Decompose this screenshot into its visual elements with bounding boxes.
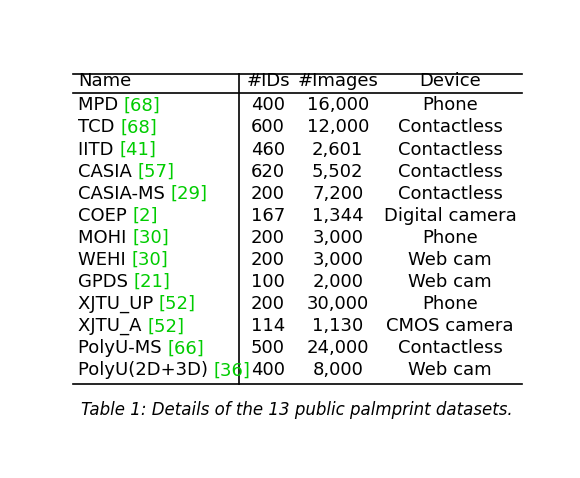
Text: 400: 400 [251,97,285,114]
Text: 200: 200 [251,229,285,247]
Text: 200: 200 [251,295,285,313]
Text: WEHI: WEHI [78,251,132,269]
Text: 5,502: 5,502 [312,163,364,181]
Text: 400: 400 [251,361,285,380]
Text: 200: 200 [251,251,285,269]
Text: 100: 100 [251,273,285,291]
Text: XJTU_A: XJTU_A [78,317,147,335]
Text: 3,000: 3,000 [312,251,363,269]
Text: MOHI: MOHI [78,229,132,247]
Text: Device: Device [419,73,481,90]
Text: 114: 114 [251,317,285,335]
Text: CASIA-MS: CASIA-MS [78,185,171,203]
Text: 200: 200 [251,185,285,203]
Text: 167: 167 [251,207,285,225]
Text: Name: Name [78,73,131,90]
Text: #Images: #Images [298,73,378,90]
Text: IITD: IITD [78,141,119,159]
Text: 7,200: 7,200 [312,185,363,203]
Text: [68]: [68] [120,119,157,137]
Text: [36]: [36] [213,361,251,380]
Text: 30,000: 30,000 [307,295,369,313]
Text: 24,000: 24,000 [306,339,369,358]
Text: Digital camera: Digital camera [384,207,516,225]
Text: 8,000: 8,000 [312,361,363,380]
Text: PolyU-MS: PolyU-MS [78,339,167,358]
Text: COEP: COEP [78,207,132,225]
Text: 2,601: 2,601 [312,141,363,159]
Text: #IDs: #IDs [246,73,290,90]
Text: [30]: [30] [132,229,169,247]
Text: 500: 500 [251,339,285,358]
Text: 3,000: 3,000 [312,229,363,247]
Text: Web cam: Web cam [408,361,492,380]
Text: Contactless: Contactless [398,141,502,159]
Text: Web cam: Web cam [408,251,492,269]
Text: [29]: [29] [171,185,208,203]
Text: PolyU(2D+3D): PolyU(2D+3D) [78,361,213,380]
Text: 1,344: 1,344 [312,207,364,225]
Text: XJTU_UP: XJTU_UP [78,295,159,313]
Text: Phone: Phone [422,229,478,247]
Text: CMOS camera: CMOS camera [386,317,514,335]
Text: [68]: [68] [124,97,161,114]
Text: [66]: [66] [167,339,204,358]
Text: [52]: [52] [159,295,196,313]
Text: Web cam: Web cam [408,273,492,291]
Text: Contactless: Contactless [398,163,502,181]
Text: CASIA: CASIA [78,163,137,181]
Text: GPDS: GPDS [78,273,133,291]
Text: [30]: [30] [132,251,168,269]
Text: MPD: MPD [78,97,124,114]
Text: 600: 600 [251,119,285,137]
Text: [52]: [52] [147,317,184,335]
Text: 2,000: 2,000 [312,273,363,291]
Text: [41]: [41] [119,141,156,159]
Text: Phone: Phone [422,97,478,114]
Text: [21]: [21] [133,273,171,291]
Text: Contactless: Contactless [398,185,502,203]
Text: 16,000: 16,000 [307,97,369,114]
Text: Table 1: Details of the 13 public palmprint datasets.: Table 1: Details of the 13 public palmpr… [81,401,513,419]
Text: 12,000: 12,000 [306,119,369,137]
Text: 460: 460 [251,141,285,159]
Text: 1,130: 1,130 [312,317,363,335]
Text: [2]: [2] [132,207,158,225]
Text: [57]: [57] [137,163,175,181]
Text: Contactless: Contactless [398,339,502,358]
Text: Contactless: Contactless [398,119,502,137]
Text: TCD: TCD [78,119,120,137]
Text: 620: 620 [251,163,285,181]
Text: Phone: Phone [422,295,478,313]
